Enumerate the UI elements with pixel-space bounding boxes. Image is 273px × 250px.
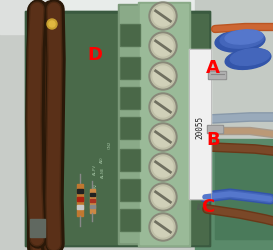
- Text: 20055: 20055: [195, 115, 204, 138]
- Text: CN2: CN2: [108, 140, 112, 149]
- Bar: [121, 118, 139, 139]
- Ellipse shape: [230, 50, 270, 66]
- Circle shape: [49, 22, 55, 28]
- Bar: [121, 210, 139, 230]
- Bar: [120, 150, 140, 171]
- Bar: [120, 209, 140, 231]
- Bar: [121, 89, 139, 108]
- Bar: [195, 140, 273, 250]
- Bar: [138, 3, 190, 246]
- Circle shape: [149, 124, 177, 152]
- Circle shape: [151, 5, 175, 29]
- Text: AL-PV: AL-PV: [93, 164, 97, 175]
- Text: B: B: [206, 130, 220, 148]
- Bar: [30, 219, 45, 237]
- Bar: [121, 180, 139, 200]
- Bar: [121, 150, 139, 170]
- Circle shape: [153, 98, 173, 117]
- Ellipse shape: [225, 50, 271, 70]
- Circle shape: [153, 128, 173, 148]
- Bar: [120, 7, 166, 242]
- Bar: [207, 126, 223, 134]
- Bar: [120, 25, 140, 47]
- Circle shape: [151, 215, 175, 239]
- Text: AI0: AI0: [100, 156, 104, 163]
- Circle shape: [151, 185, 175, 209]
- Circle shape: [149, 33, 177, 61]
- Circle shape: [153, 37, 173, 57]
- Bar: [140, 5, 188, 244]
- Bar: [118, 5, 168, 244]
- Circle shape: [47, 20, 57, 30]
- Circle shape: [149, 94, 177, 122]
- Bar: [189, 50, 211, 199]
- Text: A: A: [206, 59, 220, 77]
- Bar: [28, 15, 208, 244]
- Bar: [90, 189, 95, 213]
- Text: RNW: RNW: [198, 200, 202, 208]
- Circle shape: [153, 157, 173, 177]
- Text: D: D: [88, 46, 102, 64]
- Circle shape: [151, 96, 175, 120]
- Text: R2: R2: [94, 182, 98, 187]
- Circle shape: [149, 183, 177, 211]
- Ellipse shape: [220, 31, 264, 49]
- Circle shape: [149, 213, 177, 241]
- Bar: [77, 184, 83, 216]
- Bar: [90, 193, 95, 196]
- Bar: [0, 0, 273, 18]
- Circle shape: [151, 156, 175, 179]
- Circle shape: [153, 217, 173, 237]
- Bar: [120, 58, 140, 80]
- Text: C: C: [201, 197, 215, 215]
- Bar: [120, 88, 140, 110]
- Circle shape: [153, 67, 173, 87]
- Bar: [77, 205, 83, 209]
- Circle shape: [149, 154, 177, 181]
- Bar: [90, 205, 95, 208]
- Bar: [209, 73, 225, 79]
- Circle shape: [151, 35, 175, 59]
- Bar: [189, 50, 211, 199]
- Bar: [77, 197, 83, 201]
- Bar: [25, 12, 210, 246]
- Circle shape: [149, 3, 177, 31]
- Circle shape: [151, 126, 175, 150]
- Bar: [215, 150, 273, 239]
- Bar: [121, 59, 139, 79]
- Bar: [195, 0, 273, 250]
- Text: AL-NE: AL-NE: [101, 166, 105, 177]
- Bar: [90, 199, 95, 202]
- Circle shape: [149, 63, 177, 91]
- Bar: [208, 72, 226, 80]
- Bar: [120, 118, 140, 140]
- Bar: [120, 179, 140, 201]
- Bar: [208, 126, 222, 132]
- Bar: [77, 189, 83, 193]
- Bar: [121, 26, 139, 46]
- Ellipse shape: [225, 31, 263, 45]
- Bar: [0, 0, 55, 35]
- Circle shape: [153, 187, 173, 207]
- Bar: [25, 12, 210, 246]
- Circle shape: [151, 65, 175, 89]
- Ellipse shape: [215, 31, 265, 53]
- Circle shape: [153, 7, 173, 27]
